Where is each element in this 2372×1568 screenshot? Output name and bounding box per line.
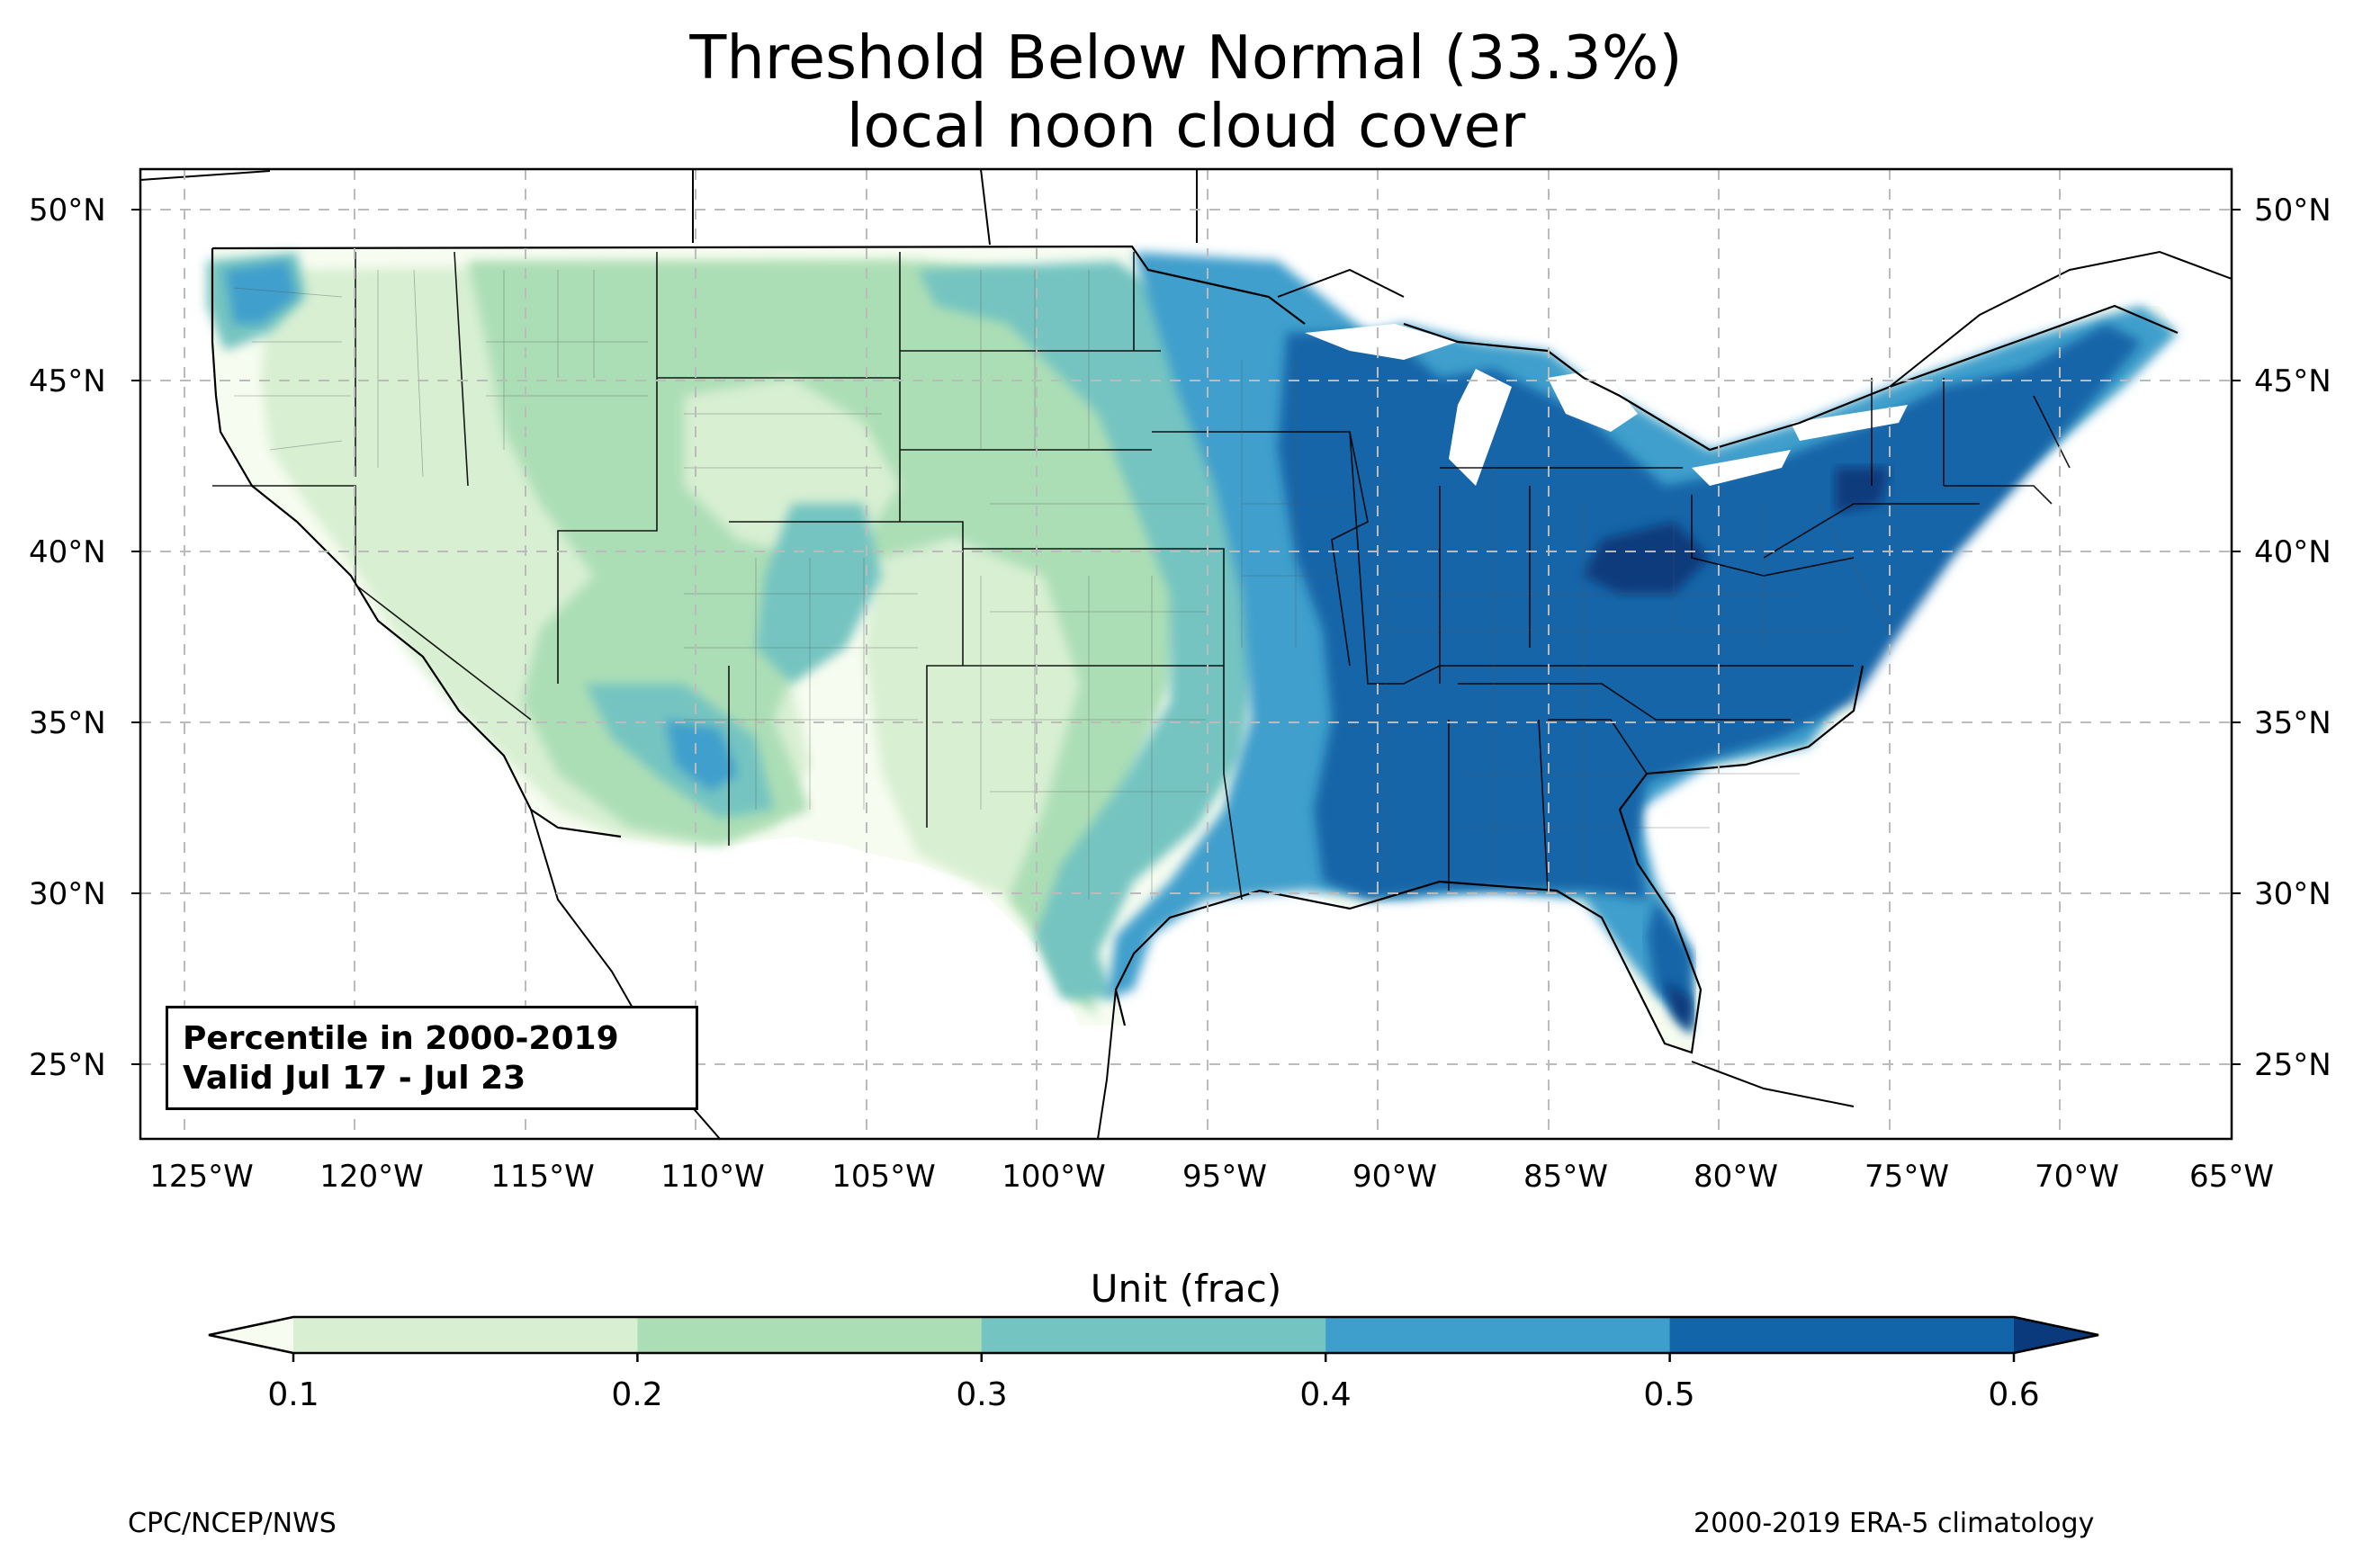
county-borders xyxy=(233,269,1891,900)
lat-label-right: 40°N xyxy=(2254,534,2332,570)
legend-line1: Percentile in 2000-2019 xyxy=(183,1020,619,1057)
colorbar-tick: 0.4 xyxy=(1299,1376,1352,1413)
map-frame xyxy=(139,167,2233,1141)
colorbar xyxy=(208,1315,2099,1362)
colorbar-extend-high xyxy=(2014,1317,2098,1353)
map-title-line1: Threshold Below Normal (33.3%) xyxy=(689,22,1683,93)
lat-label-right: 45°N xyxy=(2254,363,2332,399)
state-borders xyxy=(212,251,2071,900)
lon-label: 80°W xyxy=(1694,1159,1778,1195)
colorbar-segment xyxy=(637,1317,983,1353)
lon-label: 100°W xyxy=(1002,1159,1106,1195)
lat-label-right: 50°N xyxy=(2254,193,2332,228)
colorbar-tick: 0.5 xyxy=(1643,1376,1695,1413)
lat-label-left: 50°N xyxy=(29,193,106,228)
lat-label-left: 40°N xyxy=(29,534,106,570)
colorbar-segment xyxy=(1325,1317,1671,1353)
lat-label-left: 25°N xyxy=(29,1047,106,1083)
lon-label: 95°W xyxy=(1182,1159,1267,1195)
lat-label-right: 30°N xyxy=(2254,876,2332,912)
lon-label: 115°W xyxy=(490,1159,595,1195)
map-title-line2: local noon cloud cover xyxy=(846,91,1526,161)
lon-label: 120°W xyxy=(319,1159,424,1195)
colorbar-tick: 0.6 xyxy=(1988,1376,2040,1413)
colorbar-tick: 0.3 xyxy=(956,1376,1008,1413)
credit-left: CPC/NCEP/NWS xyxy=(128,1508,337,1539)
lon-label: 90°W xyxy=(1352,1159,1437,1195)
country-coastlines xyxy=(211,245,2179,1054)
legend-box: Percentile in 2000-2019 Valid Jul 17 - J… xyxy=(166,1006,698,1110)
lat-label-right: 25°N xyxy=(2254,1047,2332,1083)
colorbar-segment xyxy=(1669,1317,2015,1353)
colorbar-segment xyxy=(293,1317,638,1353)
colorbar-tick: 0.2 xyxy=(611,1376,663,1413)
credit-right: 2000-2019 ERA-5 climatology xyxy=(1694,1508,2095,1539)
lon-label: 65°W xyxy=(2189,1159,2274,1195)
great-lakes xyxy=(1305,324,1908,486)
lon-label: 75°W xyxy=(1864,1159,1949,1195)
lat-label-left: 30°N xyxy=(29,876,106,912)
legend-line2: Valid Jul 17 - Jul 23 xyxy=(183,1060,526,1097)
lat-label-left: 35°N xyxy=(29,705,106,741)
lat-label-right: 35°N xyxy=(2254,705,2332,741)
colorbar-segment xyxy=(981,1317,1326,1353)
gridlines xyxy=(140,169,2232,1139)
axis-ticks xyxy=(131,209,2241,1065)
lon-label: 110°W xyxy=(660,1159,765,1195)
colorbar-label: Unit (frac) xyxy=(1090,1267,1282,1311)
lat-label-left: 45°N xyxy=(29,363,106,399)
colorbar-tick: 0.1 xyxy=(267,1376,319,1413)
canada-mexico-features xyxy=(140,169,2232,1139)
lon-label: 125°W xyxy=(149,1159,254,1195)
lon-label: 105°W xyxy=(831,1159,936,1195)
lon-label: 70°W xyxy=(2035,1159,2119,1195)
colorbar-extend-low xyxy=(209,1317,293,1353)
lon-label: 85°W xyxy=(1523,1159,1608,1195)
